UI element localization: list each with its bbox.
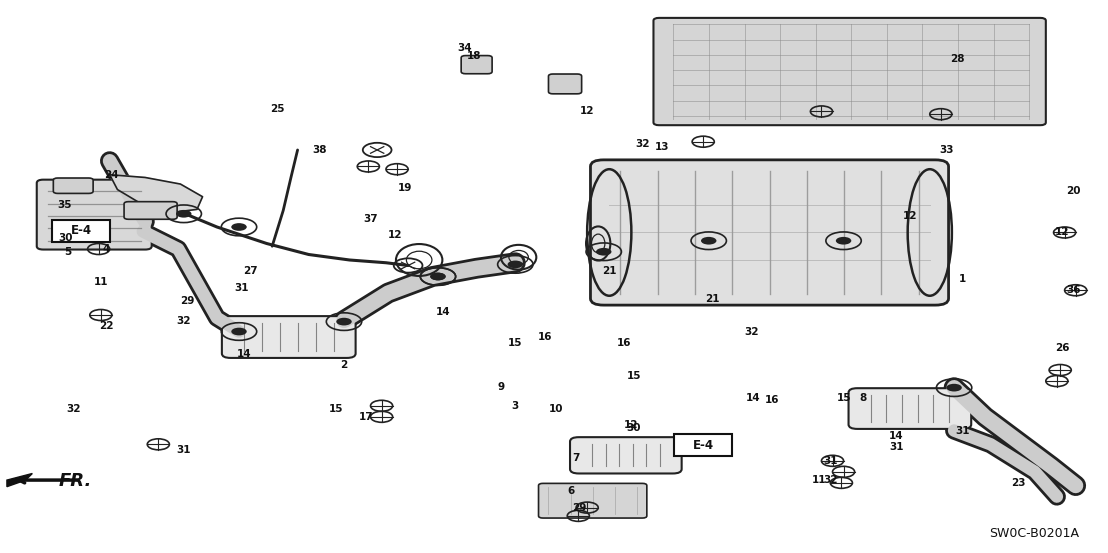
Text: 6: 6 (567, 486, 574, 496)
Text: 11: 11 (93, 277, 109, 287)
FancyBboxPatch shape (675, 435, 732, 456)
Text: 37: 37 (363, 213, 378, 224)
Text: 21: 21 (705, 294, 719, 304)
Text: 12: 12 (579, 106, 594, 117)
FancyBboxPatch shape (654, 18, 1046, 125)
Text: 2: 2 (340, 359, 348, 369)
Text: 15: 15 (837, 393, 851, 403)
Text: SW0C-B0201A: SW0C-B0201A (989, 526, 1079, 540)
Text: 7: 7 (573, 453, 579, 463)
Text: 12: 12 (903, 211, 917, 221)
Text: 35: 35 (58, 200, 72, 210)
Text: 24: 24 (104, 170, 120, 180)
Text: 32: 32 (823, 475, 838, 485)
Text: 33: 33 (940, 145, 954, 155)
FancyBboxPatch shape (548, 74, 582, 94)
Text: 29: 29 (572, 503, 586, 513)
Text: 20: 20 (1066, 186, 1080, 196)
Text: 25: 25 (270, 103, 285, 114)
Text: 22: 22 (99, 321, 114, 331)
Polygon shape (7, 473, 32, 487)
Polygon shape (110, 175, 203, 212)
Text: 31: 31 (234, 283, 248, 293)
Text: 26: 26 (1055, 343, 1069, 353)
Text: 36: 36 (1066, 285, 1080, 295)
Text: 14: 14 (237, 348, 252, 358)
Text: E-4: E-4 (71, 225, 92, 237)
Text: 15: 15 (509, 337, 523, 347)
FancyBboxPatch shape (591, 160, 948, 305)
Text: 18: 18 (468, 51, 482, 61)
Text: 31: 31 (176, 445, 191, 455)
FancyBboxPatch shape (570, 437, 681, 473)
Circle shape (507, 260, 523, 268)
Text: 32: 32 (745, 326, 759, 337)
Circle shape (176, 210, 192, 218)
Text: 10: 10 (548, 404, 564, 414)
Text: 30: 30 (59, 233, 73, 243)
Text: 9: 9 (497, 382, 504, 392)
Circle shape (430, 273, 445, 280)
Text: 4: 4 (103, 244, 110, 254)
FancyBboxPatch shape (222, 316, 356, 358)
Circle shape (336, 318, 351, 326)
Circle shape (835, 237, 851, 244)
Text: 14: 14 (890, 431, 904, 441)
Circle shape (430, 273, 445, 280)
Text: 16: 16 (537, 332, 553, 342)
FancyBboxPatch shape (52, 220, 110, 242)
FancyBboxPatch shape (849, 388, 972, 429)
Text: 14: 14 (437, 307, 451, 317)
Text: 16: 16 (616, 337, 630, 347)
Text: 32: 32 (66, 404, 81, 414)
Text: 31: 31 (956, 426, 971, 436)
FancyBboxPatch shape (538, 483, 647, 518)
Text: 3: 3 (512, 401, 519, 411)
Text: 15: 15 (329, 404, 343, 414)
Text: 8: 8 (860, 393, 868, 403)
Text: 30: 30 (626, 423, 640, 433)
Text: 32: 32 (176, 316, 191, 326)
Text: 1: 1 (960, 274, 966, 284)
Text: 15: 15 (626, 371, 640, 380)
Text: 29: 29 (179, 296, 194, 306)
Text: 31: 31 (890, 442, 904, 452)
Text: 34: 34 (458, 43, 472, 53)
Circle shape (701, 237, 717, 244)
Text: 13: 13 (655, 142, 669, 152)
Text: 12: 12 (388, 230, 402, 240)
Text: 32: 32 (635, 139, 649, 149)
Text: 21: 21 (602, 266, 616, 276)
Text: 28: 28 (951, 54, 965, 64)
Text: 38: 38 (312, 145, 327, 155)
Text: 5: 5 (64, 247, 71, 257)
Text: 31: 31 (823, 456, 838, 466)
Circle shape (946, 384, 962, 392)
Text: 12: 12 (1055, 227, 1069, 237)
Text: FR.: FR. (59, 472, 92, 490)
Text: 19: 19 (398, 184, 412, 194)
Text: 14: 14 (746, 393, 760, 403)
Text: 12: 12 (624, 420, 638, 430)
FancyBboxPatch shape (37, 180, 152, 249)
Text: E-4: E-4 (692, 439, 714, 452)
Text: 23: 23 (1010, 478, 1025, 488)
Text: 11: 11 (812, 475, 827, 485)
Text: 16: 16 (765, 395, 779, 405)
Text: 27: 27 (243, 266, 257, 276)
FancyBboxPatch shape (124, 202, 177, 220)
Circle shape (232, 328, 247, 335)
Text: 17: 17 (359, 412, 373, 422)
Circle shape (232, 223, 247, 231)
FancyBboxPatch shape (461, 56, 492, 74)
FancyBboxPatch shape (53, 178, 93, 194)
Circle shape (596, 248, 612, 255)
